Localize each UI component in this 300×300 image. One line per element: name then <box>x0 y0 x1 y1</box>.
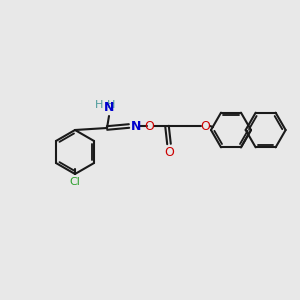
Text: N: N <box>131 119 141 133</box>
Text: O: O <box>200 119 210 133</box>
Text: Cl: Cl <box>70 177 80 187</box>
Text: O: O <box>144 119 154 133</box>
Text: H: H <box>95 100 103 110</box>
Text: N: N <box>104 101 114 114</box>
Text: O: O <box>164 146 174 159</box>
Text: H: H <box>107 100 115 110</box>
